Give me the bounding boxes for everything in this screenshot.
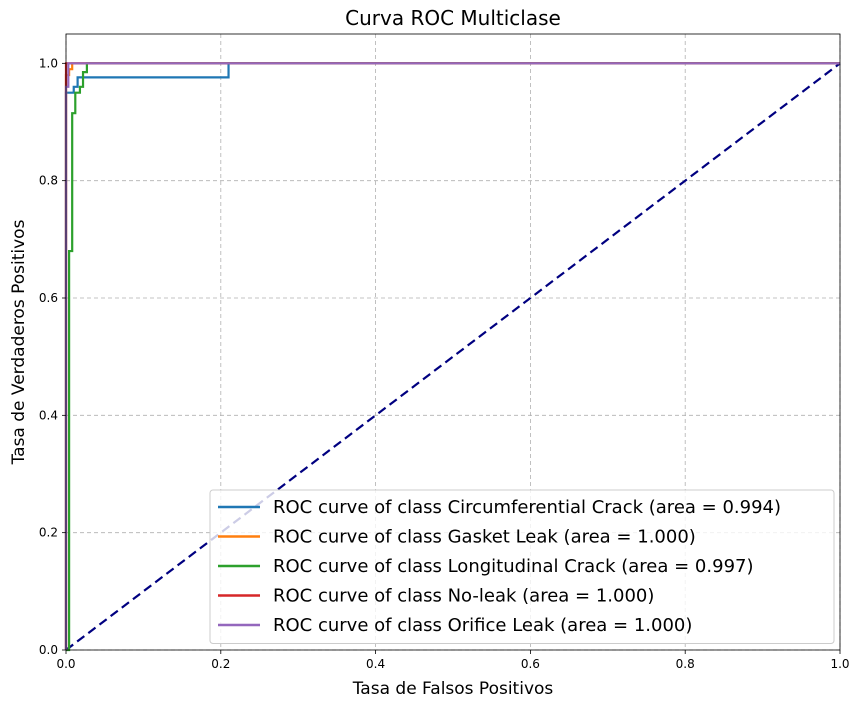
x-tick-label: 1.0 bbox=[830, 657, 849, 671]
y-tick-label: 0.0 bbox=[39, 643, 58, 657]
x-axis-label: Tasa de Falsos Positivos bbox=[352, 679, 554, 699]
roc-series-line-2 bbox=[66, 62, 840, 652]
x-tick-label: 0.2 bbox=[211, 657, 230, 671]
x-tick-label: 0.0 bbox=[56, 657, 75, 671]
legend-label-0: ROC curve of class Circumferential Crack… bbox=[273, 497, 781, 518]
legend-label-4: ROC curve of class Orifice Leak (area = … bbox=[273, 615, 692, 636]
y-tick-label: 0.4 bbox=[39, 408, 58, 422]
y-tick-label: 0.8 bbox=[39, 174, 58, 188]
ticks: 0.0 0.2 0.4 0.6 0.8 1.0 0.0 0.2 0.4 0.6 0.8 1.0 bbox=[39, 56, 850, 671]
chart-title: Curva ROC Multiclase bbox=[345, 6, 561, 30]
legend-box bbox=[209, 489, 835, 644]
roc-series-line-0 bbox=[64, 62, 840, 650]
reference-diagonal-line bbox=[65, 62, 841, 651]
legend-label-3: ROC curve of class No-leak (area = 1.000… bbox=[273, 586, 654, 607]
legend-label-2: ROC curve of class Longitudinal Crack (a… bbox=[273, 556, 754, 577]
reference-line-group bbox=[65, 62, 841, 651]
y-tick-label: 1.0 bbox=[39, 56, 58, 70]
x-tick-label: 0.4 bbox=[366, 657, 385, 671]
x-tick-label: 0.6 bbox=[521, 657, 540, 671]
legend-label-1: ROC curve of class Gasket Leak (area = 1… bbox=[273, 527, 696, 548]
y-axis-label: Tasa de Verdaderos Positivos bbox=[9, 219, 29, 465]
legend: ROC curve of class Circumferential Crack… bbox=[209, 489, 835, 644]
y-tick-label: 0.6 bbox=[39, 291, 58, 305]
plot-frame bbox=[65, 33, 841, 651]
x-tick-label: 0.8 bbox=[676, 657, 695, 671]
y-tick-label: 0.2 bbox=[39, 526, 58, 540]
